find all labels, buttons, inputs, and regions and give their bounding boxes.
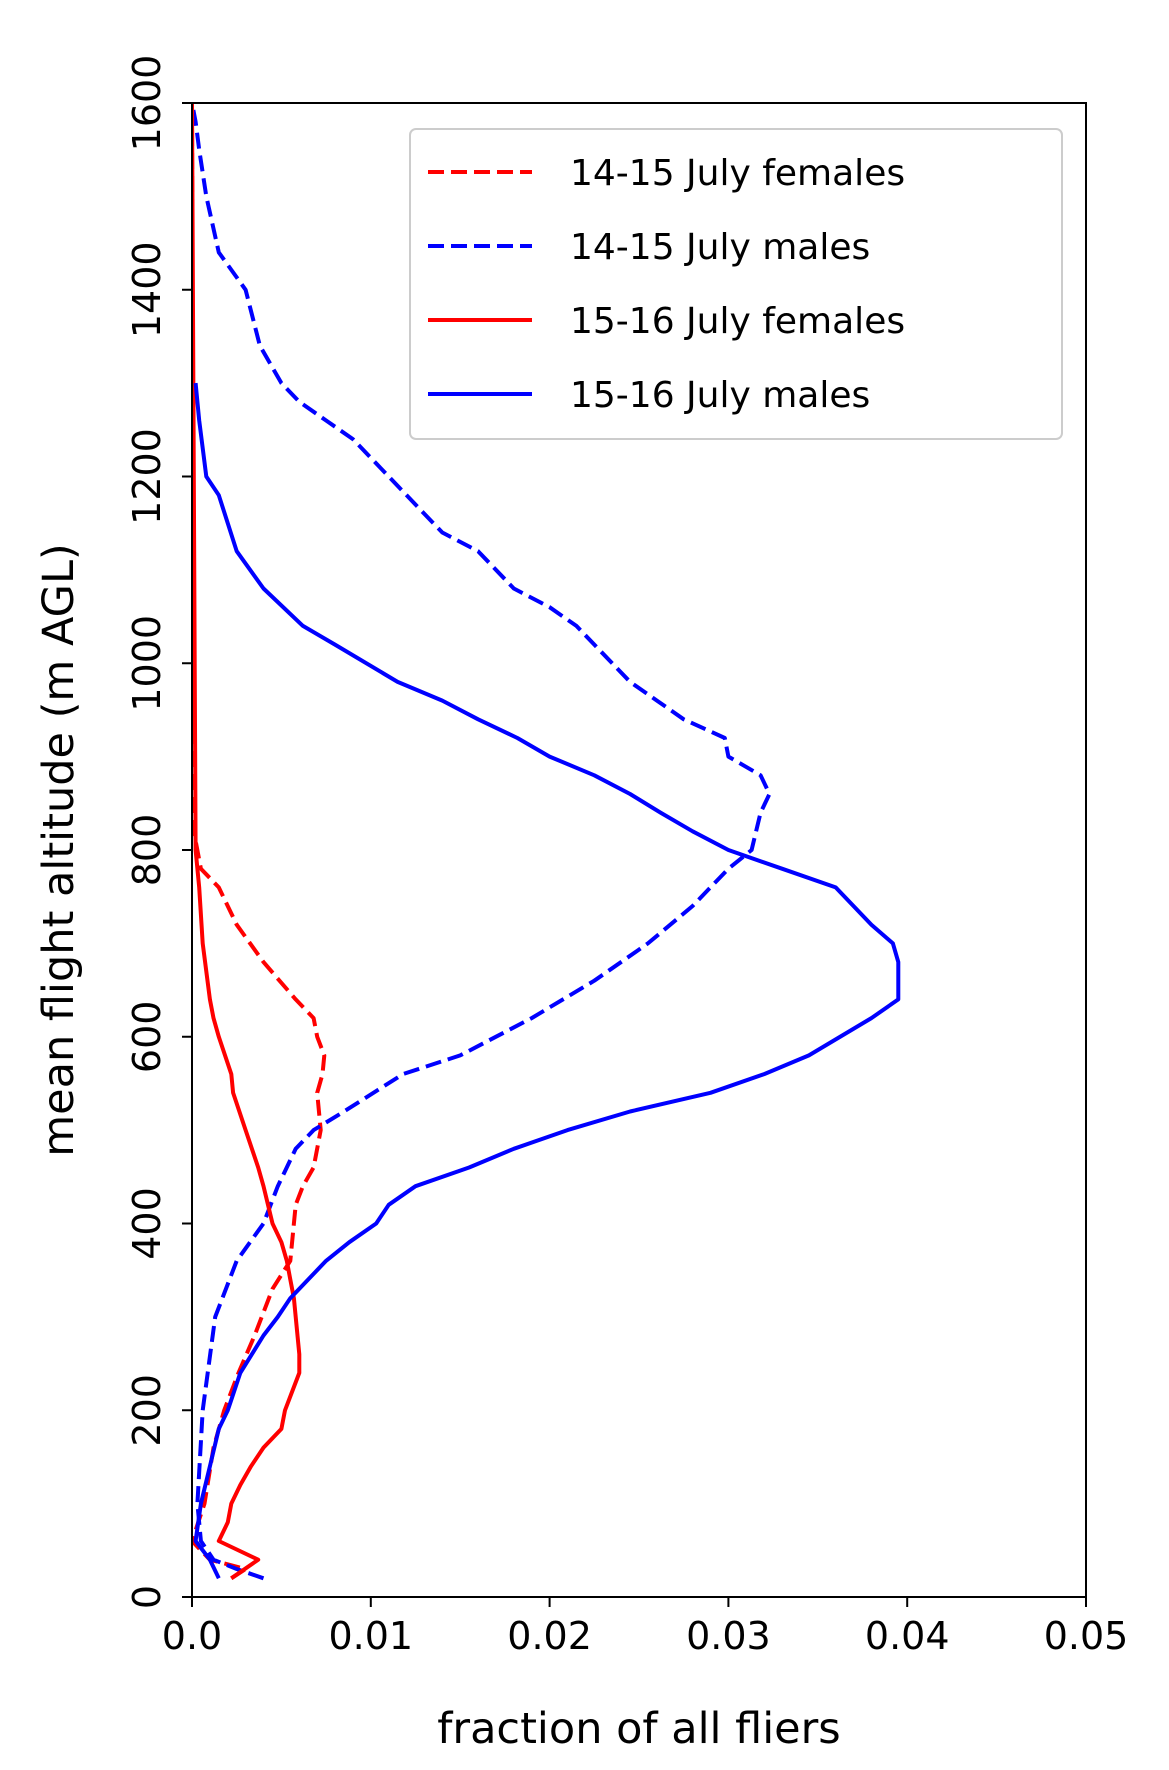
x-tick-label: 0.02 <box>507 1614 592 1658</box>
y-tick-label: 800 <box>125 814 169 887</box>
ticks-layer: 0.0 0.01 0.02 0.03 0.04 0.05 0 200 400 600 800 1000… <box>125 55 1128 1658</box>
legend-label-14-15-july-females: 14-15 July females <box>570 153 905 194</box>
x-tick-label: 0.0 <box>162 1614 222 1658</box>
y-tick-label: 400 <box>125 1187 169 1260</box>
y-tick-label: 0 <box>125 1585 169 1609</box>
y-tick-label: 200 <box>125 1374 169 1447</box>
series-line-14-15-july-males <box>192 103 772 1581</box>
legend-box <box>409 128 1063 440</box>
legend-label-14-15-july-males: 14-15 July males <box>570 227 870 268</box>
y-tick-label: 1600 <box>125 55 169 152</box>
x-tick-label: 0.01 <box>328 1614 413 1658</box>
legend: 14-15 July females 14-15 July males 15-16 … <box>409 128 1063 440</box>
x-tick-label: 0.04 <box>865 1614 950 1658</box>
legend-label-15-16-july-females: 15-16 July females <box>570 301 905 342</box>
y-tick-label: 1000 <box>125 615 169 712</box>
series-line-15-16-july-males <box>193 382 901 1580</box>
y-tick-label: 1200 <box>125 428 169 525</box>
y-axis-label: mean flight altitude (m AGL) <box>34 543 84 1156</box>
x-tick-label: 0.03 <box>686 1614 771 1658</box>
y-tick-label: 1400 <box>125 241 169 338</box>
series-layer <box>192 103 901 1581</box>
x-tick-label: 0.05 <box>1044 1614 1129 1658</box>
y-tick-label: 600 <box>125 1001 169 1074</box>
series-line-14-15-july-females <box>192 103 327 1580</box>
series-line-15-16-july-females <box>192 103 302 1580</box>
x-axis-label: fraction of all fliers <box>437 1704 840 1754</box>
legend-label-15-16-july-males: 15-16 July males <box>570 375 870 416</box>
